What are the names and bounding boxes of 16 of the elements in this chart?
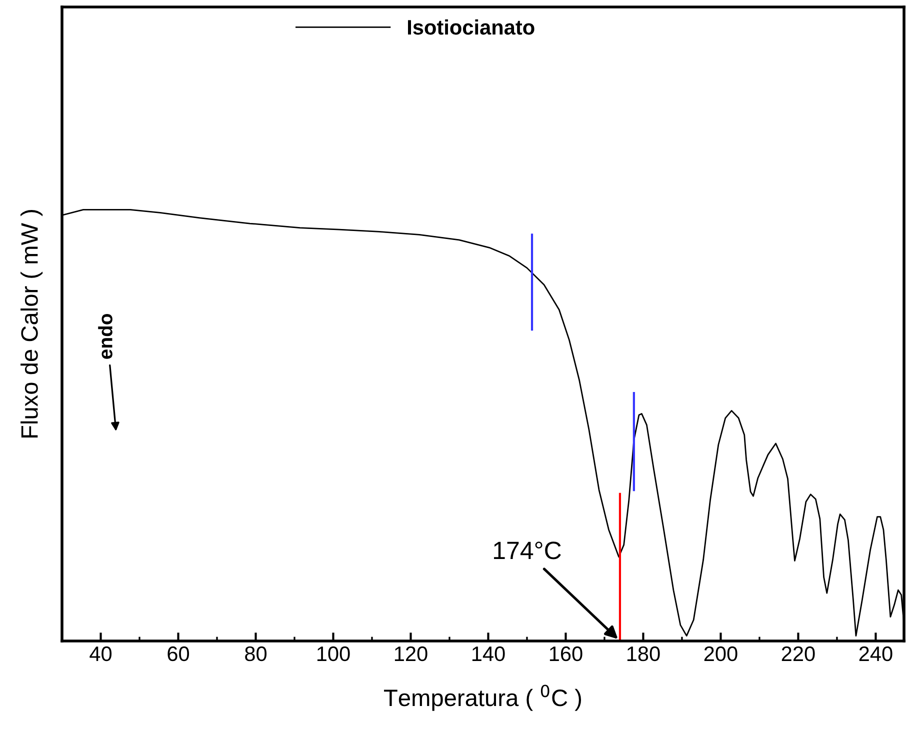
annotation: endo [98, 314, 112, 359]
y-axis-title: Fluxo de Calor ( mW ) [20, 210, 43, 438]
x-tick-label: 60 [168, 646, 190, 662]
annotation: 174°C [494, 542, 561, 560]
x-tick-label: 180 [627, 646, 660, 662]
x-tick-label: 40 [90, 646, 112, 662]
x-axis-title: Temperatura ( $^{0}$C ) [384, 684, 582, 711]
legend-label: Isotiocianato [408, 19, 534, 35]
x-tick-label: 200 [704, 646, 738, 662]
x-tick-label: 100 [317, 646, 350, 662]
x-tick-label: 140 [472, 646, 505, 662]
x-tick-label: 160 [550, 646, 582, 662]
x-tick-label: 220 [782, 646, 815, 662]
x-tick-label: 80 [245, 646, 267, 662]
x-tick-label: 120 [394, 646, 428, 662]
x-tick-label: 240 [859, 646, 892, 662]
